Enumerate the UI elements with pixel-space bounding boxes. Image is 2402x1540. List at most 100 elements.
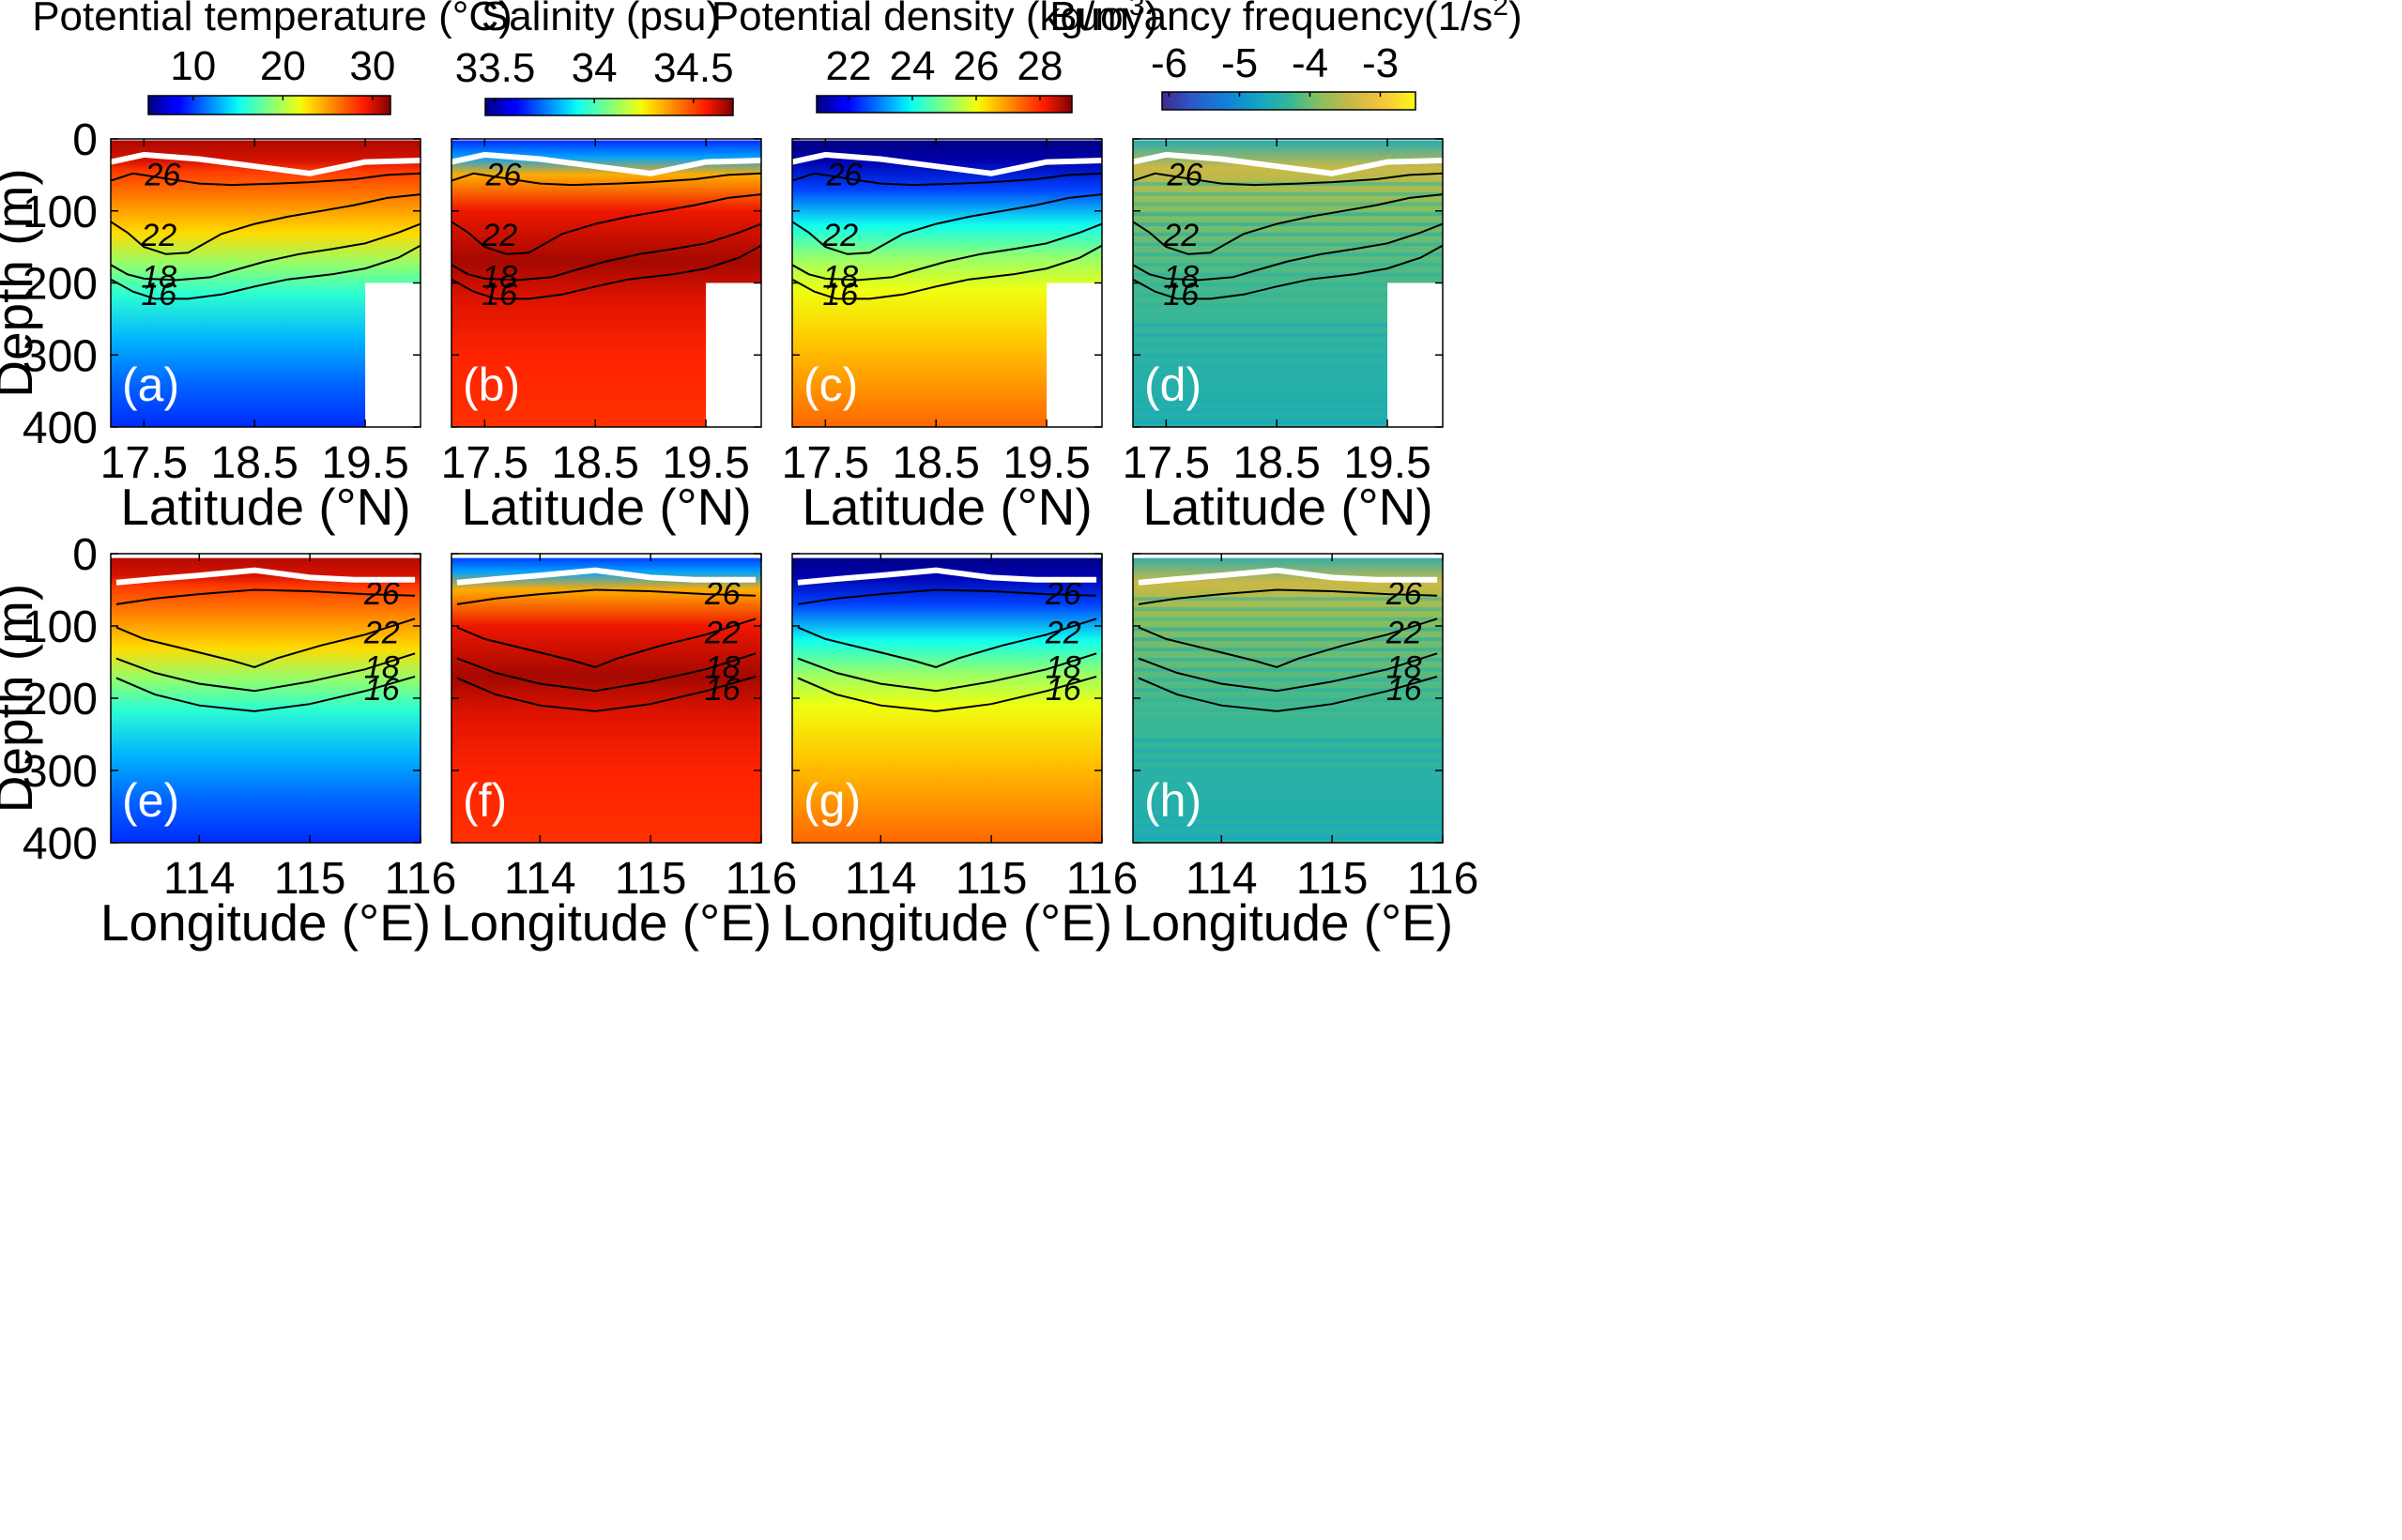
x-tick-label: 116 [385, 854, 457, 904]
isotherm-16 [1138, 675, 1438, 712]
contour-label: 16 [482, 277, 517, 313]
x-tick-label: 17.5 [1123, 438, 1210, 488]
field-texture-stripe [1133, 423, 1443, 427]
y-tick-label: 0 [72, 530, 98, 580]
data-gap [1387, 282, 1443, 427]
field-texture-stripe [1133, 343, 1443, 347]
isotherm-16 [451, 244, 761, 300]
x-axis-label: Latitude (°N) [802, 478, 1092, 536]
x-tick-label: 115 [615, 854, 687, 904]
colorbar-tick-label: 26 [954, 43, 1000, 89]
colorbar-tick-label: -3 [1362, 40, 1399, 86]
mixed-layer-depth-line [115, 567, 416, 586]
contour-label: 18 [364, 650, 400, 686]
y-tick-label: 200 [23, 675, 98, 724]
isotherm-18 [792, 222, 1102, 282]
field-texture-stripe [1133, 414, 1443, 419]
field-texture-stripe [1133, 374, 1443, 378]
field-texture-stripe [1133, 272, 1443, 277]
field-texture-stripe [1133, 718, 1443, 723]
colorbar-title: Potential density (kg/m3) [711, 0, 1158, 39]
contour-label: 18 [705, 650, 741, 686]
contour-label: 22 [704, 616, 741, 651]
contour-label: 22 [481, 218, 517, 253]
contour-label: 16 [822, 277, 858, 313]
isotherm-26 [1133, 172, 1443, 187]
colorbar-4: Buoyancy frequency(1/s2)-6 -5 -4 -3 [1049, 0, 1522, 111]
x-tick-label: 116 [1066, 854, 1139, 904]
contour-label: 18 [822, 259, 858, 295]
surface-blank [451, 139, 761, 141]
field-texture-stripe [1133, 779, 1443, 784]
field-texture-stripe [1133, 222, 1443, 227]
colorbar-tick-label: 22 [826, 43, 872, 89]
colorbar-gradient [484, 98, 734, 116]
y-tick-label: 400 [23, 819, 98, 869]
field-texture-stripe [1133, 698, 1443, 702]
y-axis-label: Depth (m) [0, 584, 43, 814]
isotherm-18 [111, 222, 421, 282]
field-texture-stripe [1133, 363, 1443, 368]
x-tick-label: 17.5 [100, 438, 188, 488]
field-temperature [111, 554, 421, 843]
x-tick-label: 18.5 [552, 438, 639, 488]
field-texture-stripe [1133, 597, 1443, 602]
panel-label: (h) [1144, 774, 1201, 827]
colorbar-gradient [816, 95, 1073, 114]
colorbar-tick-label: -4 [1292, 40, 1328, 86]
x-axis-label: Longitude (°E) [441, 893, 772, 952]
colorbar-tick-label: -6 [1151, 40, 1187, 86]
surface-blank [111, 139, 421, 141]
field-texture-stripe [1133, 748, 1443, 753]
field-texture-stripe [1133, 353, 1443, 358]
field-salinity [451, 554, 761, 843]
isotherm-22 [111, 193, 421, 255]
axis-labels: Depth (m) Depth (m) [0, 168, 43, 813]
field-texture-stripe [1133, 739, 1443, 743]
colorbar-1: Potential temperature (°C) 10 20 30 [32, 0, 513, 115]
colorbars: Potential temperature (°C) 10 20 30 Salinity… [32, 0, 1522, 116]
isotherm-26 [1138, 588, 1438, 605]
isotherm-26 [115, 588, 416, 605]
isotherm-22 [115, 618, 416, 668]
y-tick-label: 200 [23, 260, 98, 310]
contour-label: 16 [1386, 672, 1422, 708]
x-tick-label: 115 [274, 854, 346, 904]
panel-label: (d) [1144, 358, 1201, 411]
colorbar-title: Salinity (psu) [482, 0, 720, 39]
contour-label: 22 [1385, 616, 1422, 651]
contour-label: 22 [1045, 616, 1081, 651]
x-tick-label: 115 [956, 854, 1028, 904]
field-texture-stripe [1133, 648, 1443, 652]
x-tick-label: 114 [163, 854, 236, 904]
colorbar-tick-label: 34 [572, 45, 618, 91]
x-tick-label: 18.5 [893, 438, 980, 488]
field-texture-stripe [1133, 657, 1443, 662]
data-gap [706, 282, 761, 427]
y-tick-label: 400 [23, 404, 98, 453]
contour-label: 16 [705, 672, 741, 708]
field-texture-stripe [1133, 313, 1443, 317]
field-texture-stripe [1133, 728, 1443, 733]
colorbar-tick-label: -5 [1221, 40, 1258, 86]
field-texture-stripe [1133, 769, 1443, 773]
panel-label: (a) [122, 358, 179, 411]
y-tick-label: 300 [23, 747, 98, 797]
isotherm-16 [456, 675, 757, 712]
isotherm-16 [1133, 244, 1443, 300]
field-texture-stripe [1133, 393, 1443, 398]
x-tick-label: 18.5 [211, 438, 298, 488]
x-axis-label: Longitude (°E) [100, 893, 431, 952]
field-density [792, 554, 1102, 843]
field-texture-stripe [1133, 212, 1443, 217]
contour-label: 26 [1166, 157, 1202, 192]
field-texture-stripe [1133, 758, 1443, 763]
x-tick-label: 116 [1407, 854, 1479, 904]
